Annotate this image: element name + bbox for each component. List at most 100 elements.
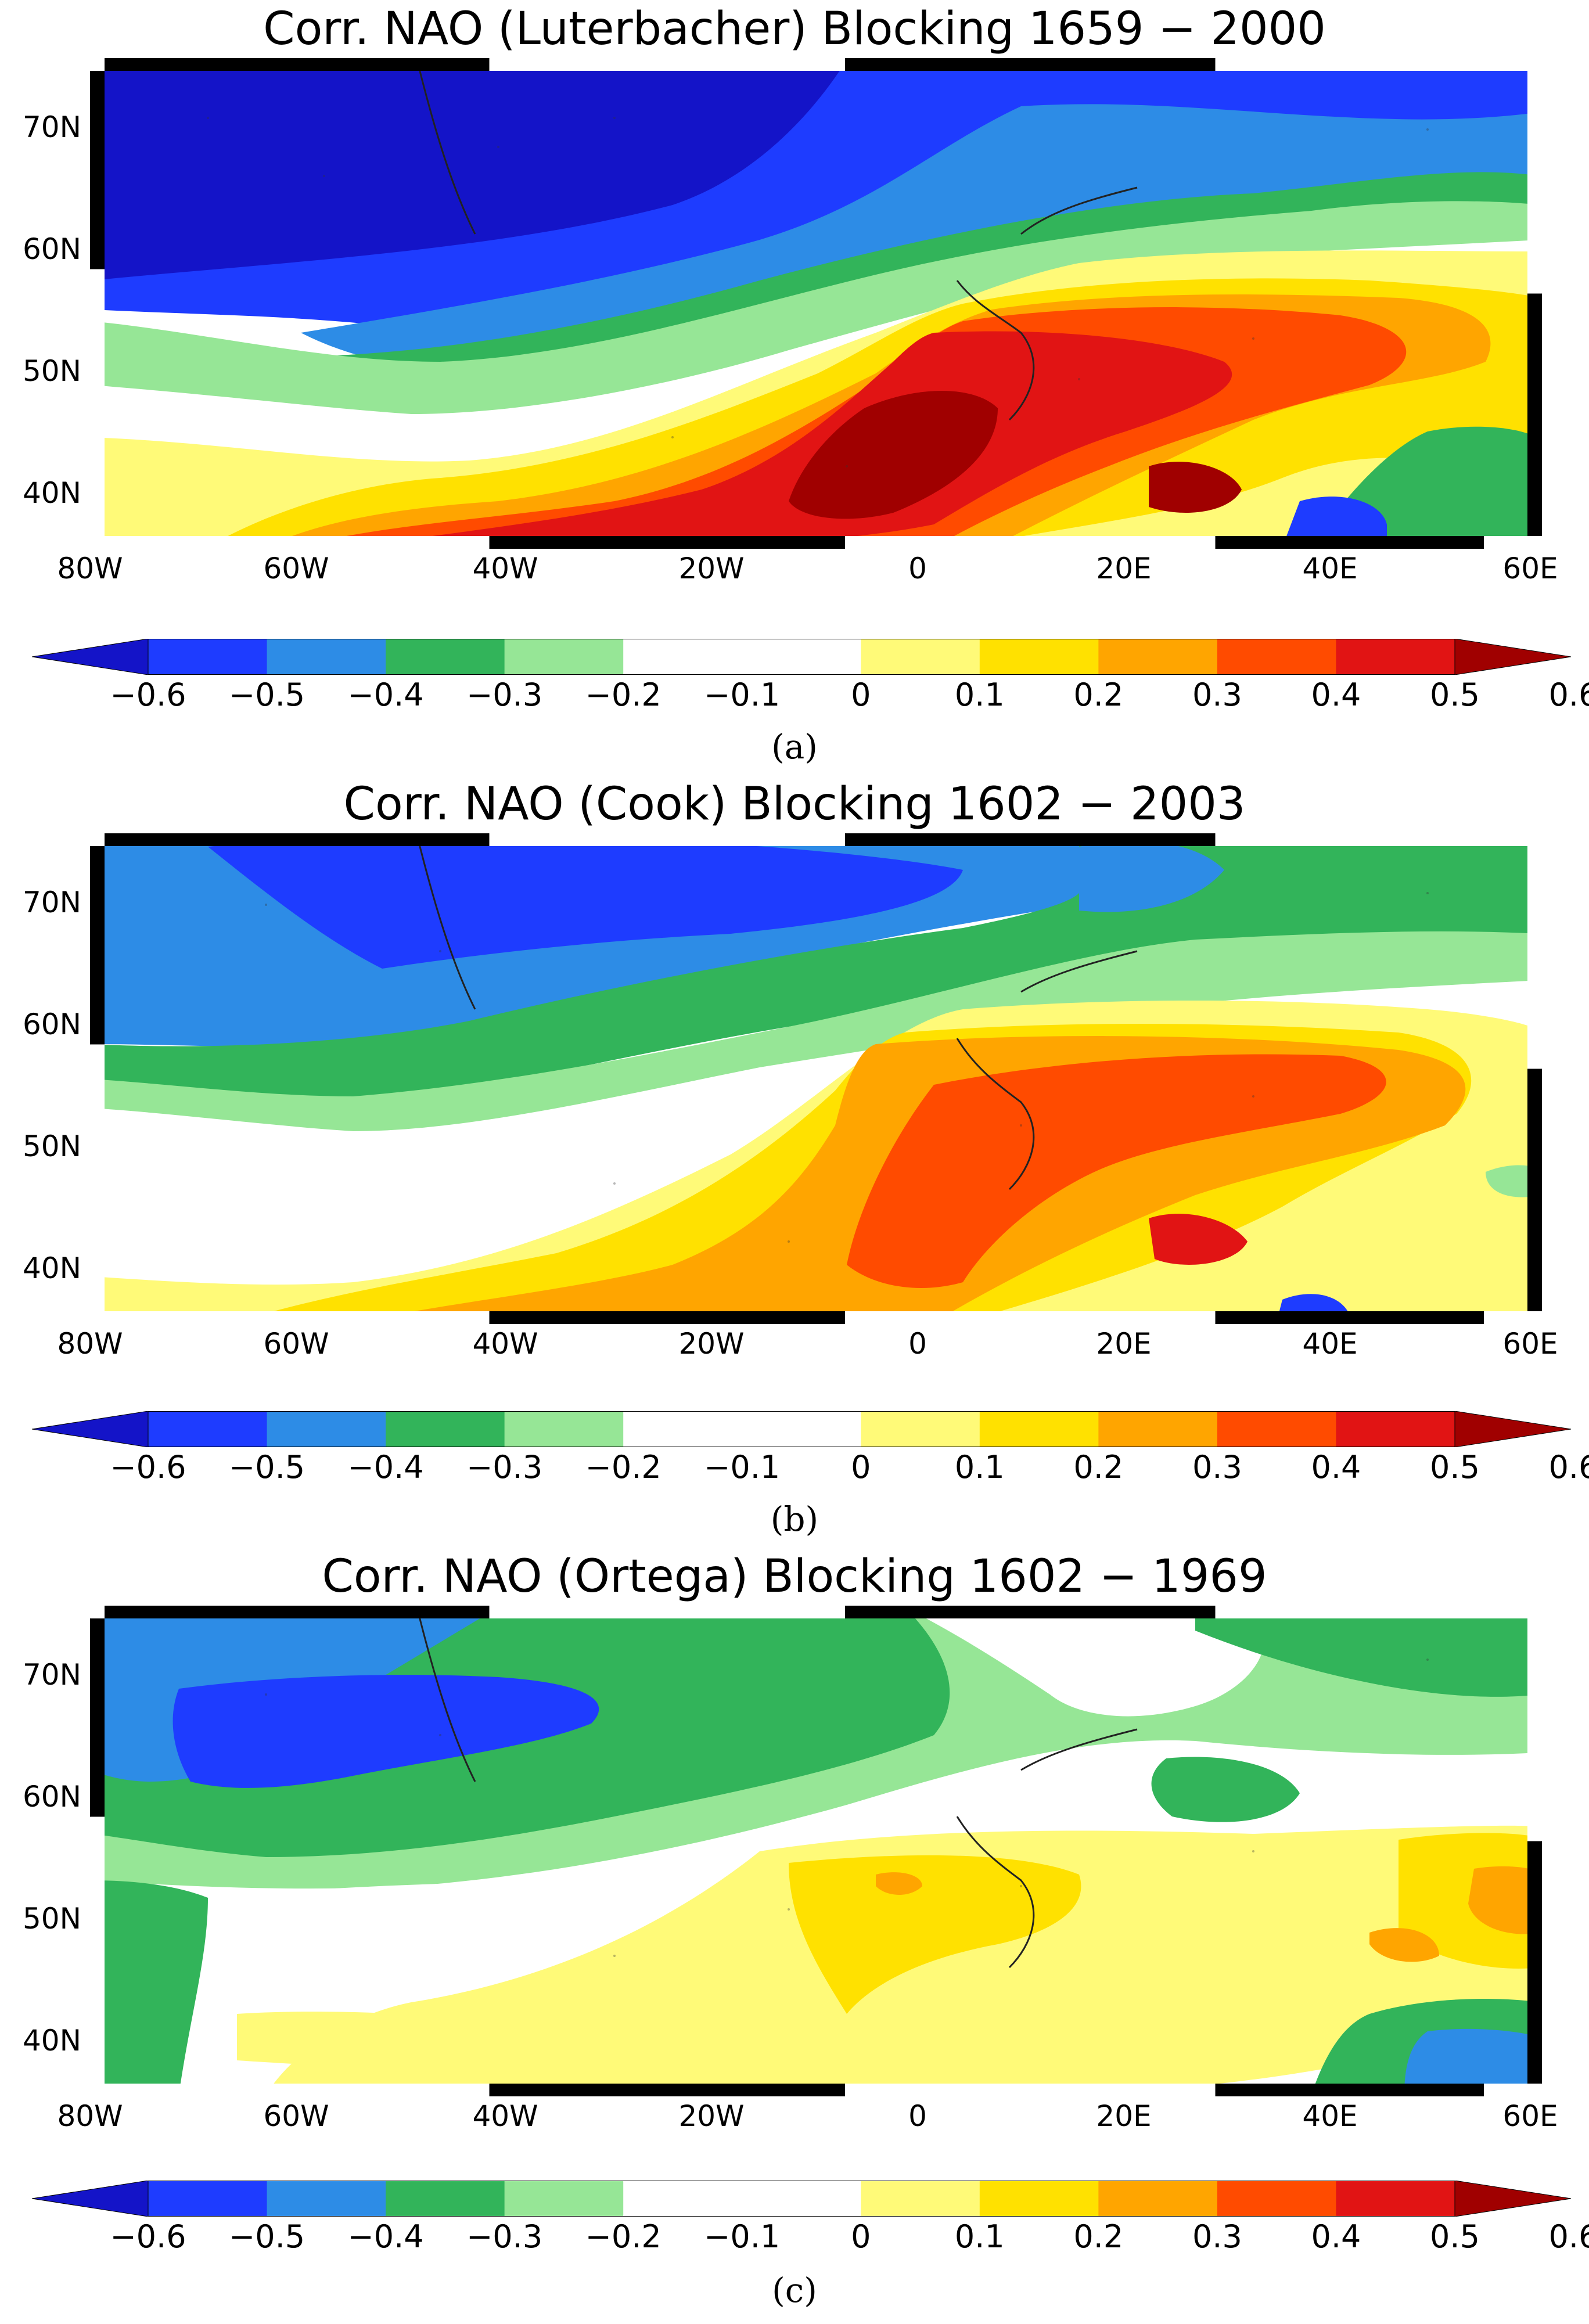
panel-b-lat-40: 40N: [22, 1251, 81, 1285]
panel-a-lon-60w: 60W: [263, 552, 329, 585]
colorbar-label: −0.5: [228, 677, 305, 713]
colorbar-label: 0.5: [1430, 677, 1480, 713]
panel-a-lat-50: 50N: [22, 354, 81, 388]
colorbar-label: −0.1: [704, 2218, 781, 2255]
colorbar-label: 0.3: [1192, 2218, 1242, 2255]
colorbar-label: −0.4: [347, 677, 424, 713]
panel-c-lat-50: 50N: [22, 1902, 81, 1936]
colorbar-label: −0.3: [466, 2218, 543, 2255]
colorbar-label: 0.1: [954, 2218, 1005, 2255]
colorbar-label: 0.4: [1311, 677, 1361, 713]
colorbar-label: 0.5: [1430, 2218, 1480, 2255]
colorbar-label: 0.5: [1430, 1449, 1480, 1485]
colorbar-segment: [623, 1411, 743, 1447]
colorbar-segment: [148, 1411, 268, 1447]
b-region-east-green: [1486, 1165, 1540, 1197]
panel-a-lon-80w: 80W: [57, 552, 123, 585]
panel-a-lat-70: 70N: [22, 110, 81, 144]
colorbar-arrow-low: [31, 2180, 149, 2217]
colorbar-label: 0.4: [1311, 2218, 1361, 2255]
colorbar-segment: [504, 2181, 624, 2217]
colorbar-label: −0.5: [228, 2218, 305, 2255]
panel-c-field: [92, 1607, 1540, 2095]
colorbar-label: 0.4: [1311, 1449, 1361, 1485]
colorbar-label: 0.2: [1073, 1449, 1124, 1485]
colorbar-label: −0.1: [704, 677, 781, 713]
colorbar-label: −0.3: [466, 1449, 543, 1485]
c-region-pos03b: [876, 1872, 922, 1895]
panel-b-lon-20e: 20E: [1096, 1327, 1152, 1361]
panel-a-cblabels: −0.6 −0.5 −0.4 −0.3 −0.2 −0.1 0 0.1 0.2 0.3 0.4 0.5…: [0, 677, 1589, 717]
a-region-east-blue: [1282, 497, 1387, 547]
colorbar-segment: [1336, 1411, 1455, 1447]
panel-a-title: Corr. NAO (Luterbacher) Blocking 1659 − …: [263, 3, 1326, 55]
colorbar-label: −0.6: [110, 2218, 186, 2255]
panel-a-lon-40w: 40W: [472, 552, 538, 585]
panel-c-cblabels: −0.6 −0.5 −0.4 −0.3 −0.2 −0.1 0 0.1 0.2 0.3 0.4 0.5…: [0, 2218, 1589, 2259]
panel-c-lat-60: 60N: [22, 1780, 81, 1814]
panel-c-caption: (c): [772, 2271, 817, 2310]
colorbar-label: 0: [851, 677, 871, 713]
panel-a-lon-40e: 40E: [1302, 552, 1358, 585]
panel-c-lat-40: 40N: [22, 2024, 81, 2057]
colorbar-label: 0.2: [1073, 677, 1124, 713]
c-region-neg03-east: [1195, 1607, 1540, 1697]
panel-b-lon-60w: 60W: [263, 1327, 329, 1361]
panel-b-title: Corr. NAO (Cook) Blocking 1602 − 2003: [343, 778, 1246, 830]
panel-c-lat-70: 70N: [22, 1658, 81, 1692]
panel-b-cblabels: −0.6 −0.5 −0.4 −0.3 −0.2 −0.1 0 0.1 0.2 0.3 0.4 0.5…: [0, 1449, 1589, 1490]
panel-a-lon-0: 0: [908, 552, 927, 585]
b-dot-grid: [265, 892, 1429, 1243]
colorbar-label: −0.6: [110, 1449, 186, 1485]
colorbar-segment: [386, 2181, 505, 2217]
panel-b-lon-60e: 60E: [1502, 1327, 1558, 1361]
c-region-pos02: [789, 1855, 1081, 2014]
colorbar-segment: [386, 1411, 505, 1447]
colorbar-segment: [742, 2181, 861, 2217]
panel-c-lon-0: 0: [908, 2099, 927, 2133]
colorbar-label: 0.1: [954, 1449, 1005, 1485]
colorbar-segment: [1217, 639, 1336, 675]
colorbar-arrow-high: [1454, 1411, 1572, 1448]
colorbar-segment: [386, 639, 505, 675]
panel-a-lon-20e: 20E: [1096, 552, 1152, 585]
a-region-neg04: [301, 104, 1540, 362]
colorbar-segment: [979, 2181, 1099, 2217]
panel-b-lat-70: 70N: [22, 886, 81, 919]
colorbar-label: −0.2: [585, 1449, 662, 1485]
a-region-pos06b: [1149, 462, 1242, 513]
colorbar-segment: [861, 639, 980, 675]
colorbar-arrow-low: [31, 1411, 149, 1448]
colorbar-label: −0.2: [585, 2218, 662, 2255]
panel-a-map: [90, 58, 1542, 549]
panel-b-lon-40e: 40E: [1302, 1327, 1358, 1361]
colorbar-segment: [267, 1411, 386, 1447]
colorbar-segment: [623, 2181, 743, 2217]
panel-c-lon-20e: 20E: [1096, 2099, 1152, 2133]
panel-c-lon-20w: 20W: [678, 2099, 745, 2133]
colorbar-segment: [1336, 2181, 1455, 2217]
colorbar-label: 0.6: [1548, 677, 1589, 713]
c-region-pos01-south: [237, 2012, 556, 2072]
panel-b-colorbar: [31, 1411, 1572, 1448]
c-region-neg03-sw: [92, 1880, 208, 2095]
c-region-neg03-mid: [1151, 1757, 1300, 1822]
b-region-pos05: [1149, 1214, 1248, 1265]
colorbar-label: 0.6: [1548, 2218, 1589, 2255]
colorbar-segment: [1098, 1411, 1218, 1447]
colorbar-svg: [31, 638, 1572, 675]
b-region-neg05: [208, 837, 963, 969]
panel-b-field: [92, 835, 1540, 1322]
colorbar-label: 0.3: [1192, 1449, 1242, 1485]
colorbar-segment: [979, 1411, 1099, 1447]
b-region-neg04b: [1079, 841, 1224, 912]
colorbar-label: −0.1: [704, 1449, 781, 1485]
colorbar-segment: [861, 2181, 980, 2217]
panel-c-lon-40w: 40W: [472, 2099, 538, 2133]
panel-c-lon-40e: 40E: [1302, 2099, 1358, 2133]
colorbar-arrow-high: [1454, 2180, 1572, 2217]
colorbar-label: 0.2: [1073, 2218, 1124, 2255]
panel-a-field: [92, 60, 1540, 547]
colorbar-label: 0: [851, 2218, 871, 2255]
panel-b-lat-60: 60N: [22, 1008, 81, 1041]
